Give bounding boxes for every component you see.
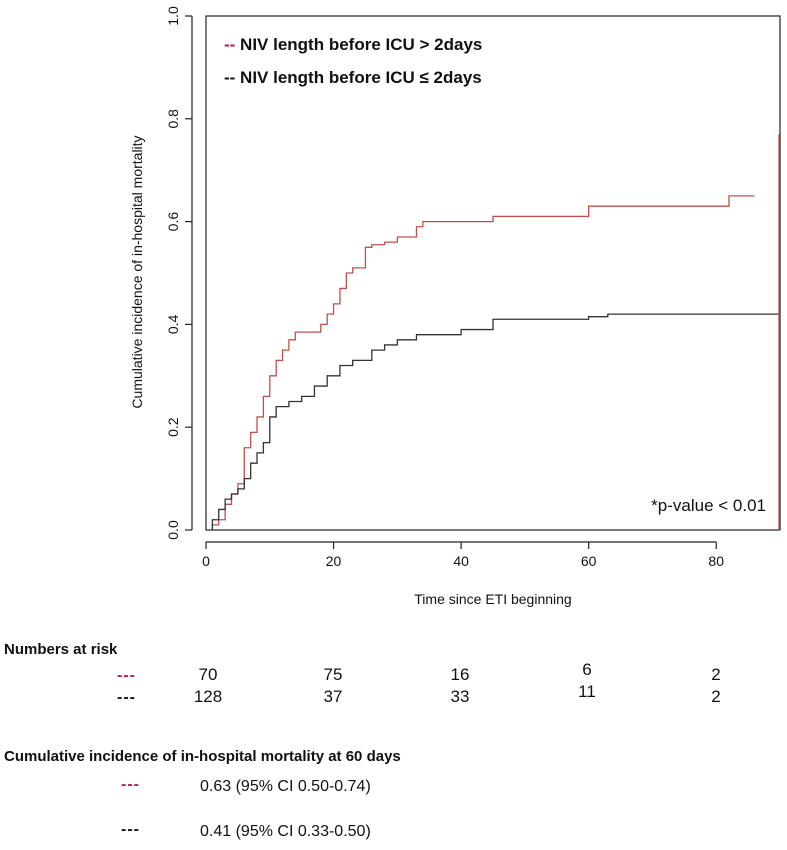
legend: -- NIV length before ICU > 2days-- NIV l… [224, 35, 482, 87]
ci-row-dash-1: --- [121, 776, 140, 793]
risk-value: 2 [711, 665, 721, 684]
risk-value: 75 [323, 665, 343, 684]
risk-value: 11 [578, 682, 596, 701]
ci-value-1: 0.63 (95% CI 0.50-0.74) [200, 778, 371, 795]
risk-value: 2 [711, 687, 721, 706]
risk-row-dash-1: --- [117, 667, 136, 684]
legend-entry-1: -- NIV length before ICU > 2days [224, 35, 482, 54]
x-tick-label: 20 [326, 553, 342, 569]
y-tick-label: 0.4 [165, 314, 181, 334]
series-line-2 [211, 313, 780, 530]
risk-value: 16 [450, 665, 470, 684]
plot-frame [205, 15, 781, 531]
x-tick-label: 60 [581, 553, 597, 569]
y-tick-label: 0.6 [165, 212, 181, 232]
y-axis-label: Cumulative incidence of in-hospital mort… [129, 135, 145, 408]
p-value-annotation: *p-value < 0.01 [651, 496, 766, 515]
legend-entry-2: -- NIV length before ICU ≤ 2days [224, 68, 482, 87]
risk-value: 6 [582, 660, 592, 679]
risk-value: 37 [323, 687, 343, 706]
series-layer [211, 134, 780, 530]
y-tick-label: 0.8 [165, 109, 181, 129]
cumulative-incidence-60-title: Cumulative incidence of in-hospital mort… [4, 748, 401, 765]
x-tick-label: 0 [202, 553, 210, 569]
risk-value: 33 [450, 687, 470, 706]
y-tick-label: 0.2 [165, 417, 181, 437]
y-tick-label: 0.0 [165, 520, 181, 540]
legend-label: NIV length before ICU ≤ 2days [240, 68, 482, 87]
legend-dash: -- [224, 35, 240, 54]
x-axis-label: Time since ETI beginning [414, 591, 571, 607]
ci-value-2: 0.41 (95% CI 0.33-0.50) [200, 823, 371, 840]
cumulative-incidence-chart: 0.0 0.2 0.4 0.6 0.8 1.0 0 20 40 60 80 Cumulative … [129, 6, 781, 607]
risk-value: 70 [198, 665, 218, 684]
risk-value: 128 [193, 687, 223, 706]
y-axis: 0.0 0.2 0.4 0.6 0.8 1.0 [165, 6, 193, 540]
risk-row-dash-2: --- [117, 689, 136, 706]
ci-row-dash-2: --- [121, 821, 140, 838]
legend-dash: -- [224, 68, 240, 87]
x-tick-label: 40 [453, 553, 469, 569]
series-line-1 [211, 195, 755, 530]
numbers-at-risk-title: Numbers at risk [4, 641, 118, 658]
x-tick-label: 80 [708, 553, 724, 569]
legend-label: NIV length before ICU > 2days [240, 35, 482, 54]
y-tick-label: 1.0 [165, 6, 181, 26]
x-axis: 0 20 40 60 80 [202, 541, 724, 569]
